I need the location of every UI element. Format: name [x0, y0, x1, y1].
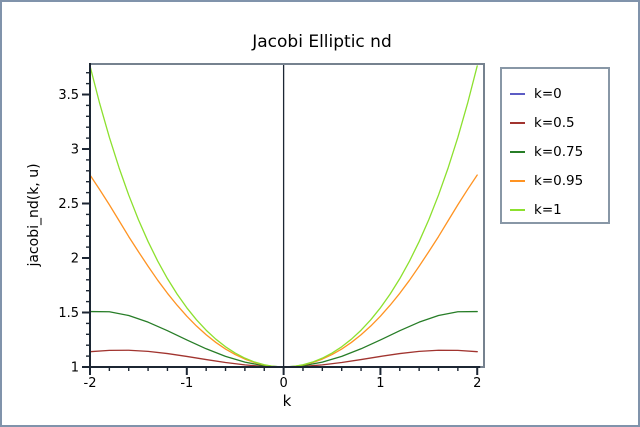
legend-item: k=0.5 [510, 108, 608, 137]
y-axis-label: jacobi_nd(k, u) [26, 163, 42, 267]
y-tick-label: 2.5 [58, 197, 79, 212]
legend-swatch-line [510, 121, 525, 124]
x-tick-label: -1 [180, 376, 193, 391]
legend-swatch-line [510, 92, 525, 95]
legend-item-label: k=0.75 [534, 143, 584, 160]
legend-swatch-line [510, 208, 525, 211]
legend-item: k=0.95 [510, 166, 608, 195]
x-tick-label: -2 [84, 376, 97, 391]
x-axis-label: k [283, 392, 292, 410]
x-tick-label: 0 [279, 376, 287, 391]
y-tick-label: 1 [71, 361, 79, 376]
y-tick-label: 2 [71, 252, 79, 267]
legend-item-label: k=0.5 [534, 114, 575, 131]
legend-item-label: k=0 [534, 85, 562, 102]
y-tick-label: 3.5 [58, 88, 79, 103]
legend-swatch-line [510, 179, 525, 182]
axes-layer [89, 63, 481, 368]
legend-swatch-line [510, 150, 525, 153]
plot-box-layer [89, 63, 485, 368]
x-tick-label: 1 [376, 376, 384, 391]
y-tick-label: 3 [71, 143, 79, 158]
legend-item: k=1 [510, 195, 608, 224]
legend-item: k=0 [510, 79, 608, 108]
legend: k=0 k=0.5 k=0.75 k=0.95 k=1 [500, 67, 610, 224]
legend-item-label: k=0.95 [534, 172, 584, 189]
plot-box-border [89, 63, 485, 368]
x-tick-label: 2 [473, 376, 481, 391]
y-tick-label: 1.5 [58, 306, 79, 321]
tick-labels-layer: -2 -1 0 1 2 1 1.5 2 2.5 3 3.5 [58, 88, 481, 391]
legend-item: k=0.75 [510, 137, 608, 166]
chart-title: Jacobi Elliptic nd [251, 32, 392, 52]
legend-item-label: k=1 [534, 201, 562, 218]
ticks-layer [82, 72, 479, 375]
